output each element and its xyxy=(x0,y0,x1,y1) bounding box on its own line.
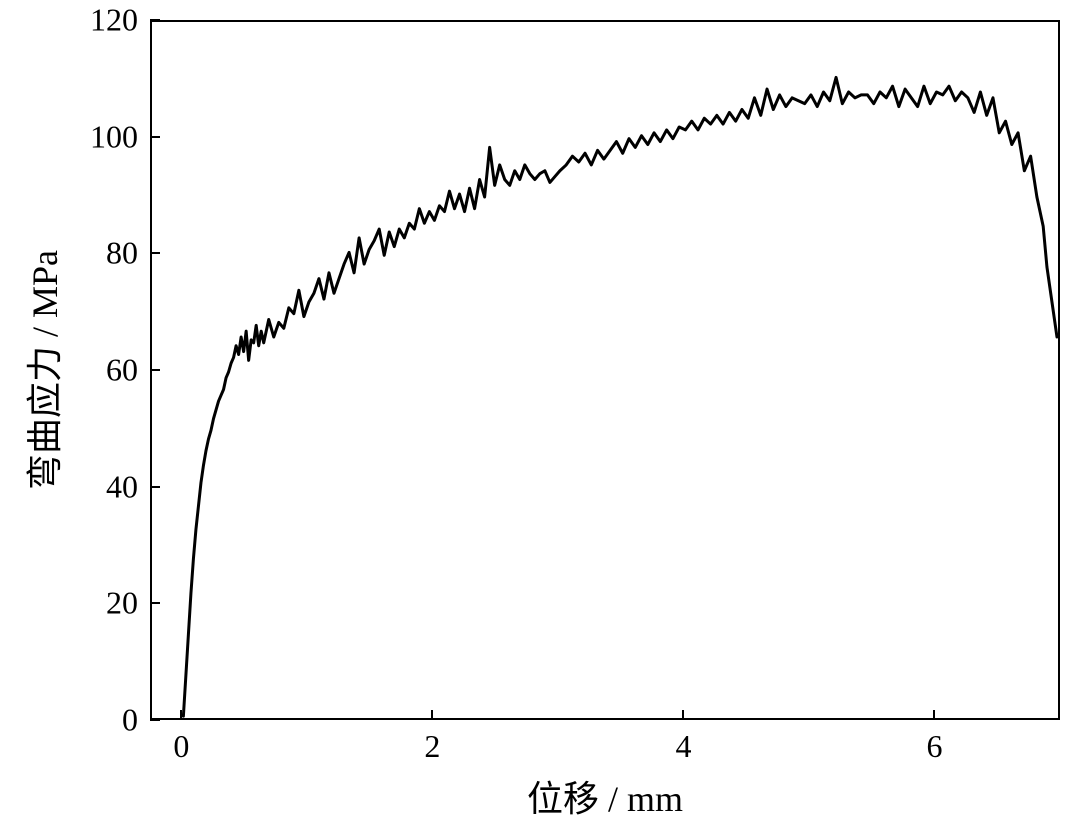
y-tick-label: 20 xyxy=(106,585,138,622)
x-tick xyxy=(682,710,684,720)
y-tick-label: 60 xyxy=(106,352,138,389)
x-tick xyxy=(180,710,182,720)
x-tick-label: 4 xyxy=(675,728,691,765)
x-tick-label: 0 xyxy=(173,728,189,765)
chart-container: 0246020406080100120 位移 / mm 弯曲应力 / MPa xyxy=(0,0,1077,823)
y-tick-label: 80 xyxy=(106,235,138,272)
y-tick xyxy=(150,486,160,488)
y-axis-label: 弯曲应力 / MPa xyxy=(16,250,68,490)
plot-area xyxy=(150,20,1060,720)
data-line-svg xyxy=(152,22,1062,722)
y-tick xyxy=(150,136,160,138)
y-tick-label: 100 xyxy=(90,118,138,155)
y-tick xyxy=(150,252,160,254)
y-tick-label: 0 xyxy=(122,702,138,739)
y-tick-label: 120 xyxy=(90,2,138,39)
y-tick xyxy=(150,719,160,721)
x-tick xyxy=(431,710,433,720)
x-tick-label: 6 xyxy=(926,728,942,765)
x-tick xyxy=(933,710,935,720)
x-axis-label: 位移 / mm xyxy=(527,770,683,822)
x-tick-label: 2 xyxy=(424,728,440,765)
y-tick xyxy=(150,19,160,21)
y-tick xyxy=(150,602,160,604)
data-line xyxy=(183,77,1057,716)
y-tick-label: 40 xyxy=(106,468,138,505)
y-tick xyxy=(150,369,160,371)
